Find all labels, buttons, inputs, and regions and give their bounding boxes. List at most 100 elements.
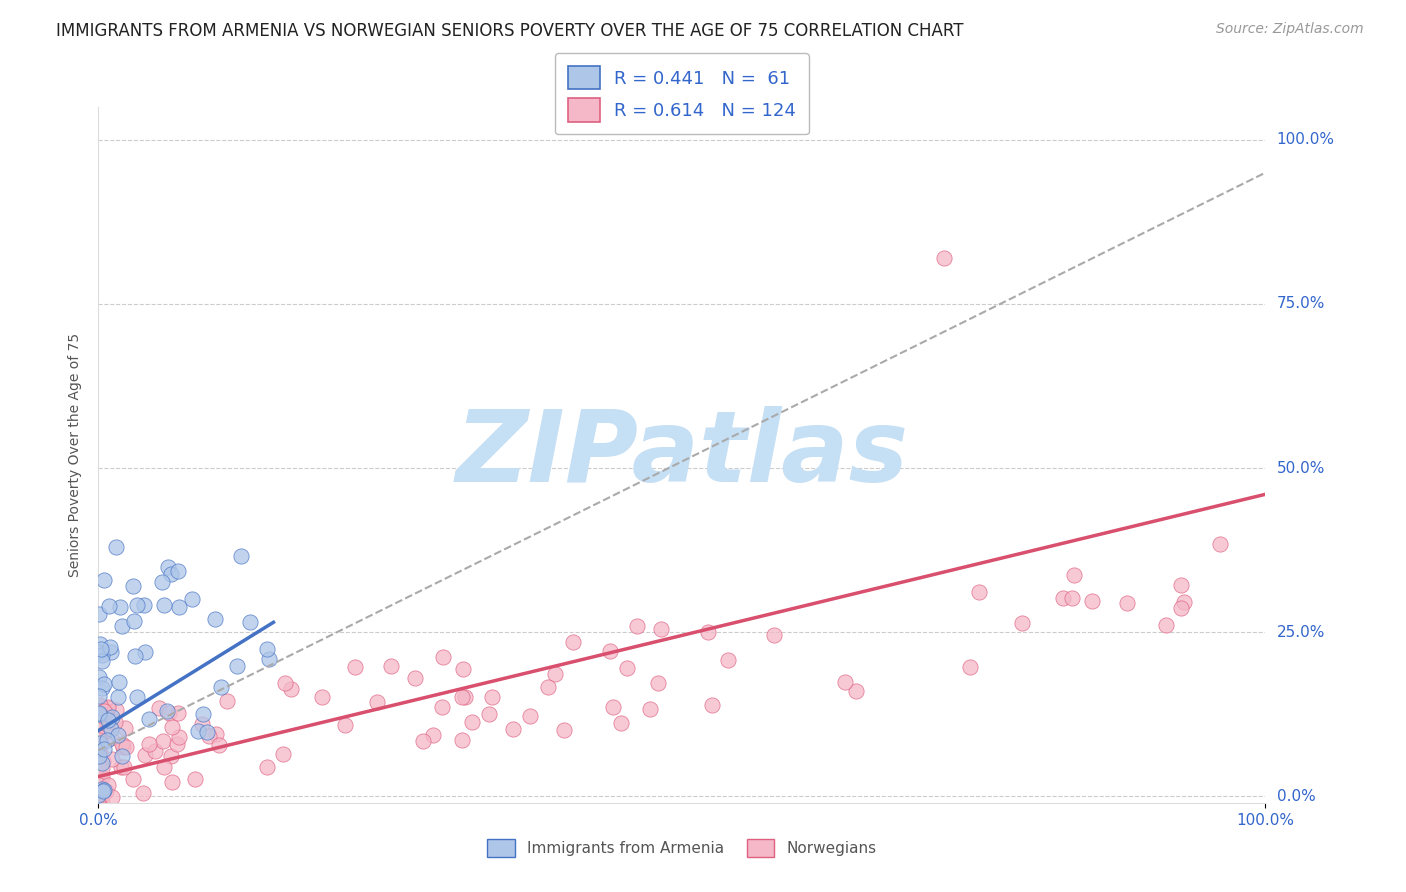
Point	[422, 728, 444, 742]
Point	[105, 703, 128, 717]
Point	[207, 738, 229, 752]
Point	[87, 706, 110, 721]
Point	[335, 718, 357, 732]
Point	[89, 770, 111, 784]
Point	[90, 681, 112, 695]
Point	[702, 698, 724, 712]
Point	[91, 796, 114, 810]
Point	[112, 739, 135, 754]
Point	[97, 700, 120, 714]
Point	[91, 756, 114, 770]
Point	[845, 684, 868, 698]
Point	[87, 794, 110, 808]
Point	[89, 637, 111, 651]
Point	[626, 618, 648, 632]
Point	[138, 712, 160, 726]
Point	[89, 704, 111, 718]
Point	[125, 599, 148, 613]
Point	[97, 713, 120, 727]
Point	[934, 251, 956, 265]
Point	[717, 653, 740, 667]
Point	[180, 592, 202, 607]
Point	[544, 667, 567, 681]
Point	[647, 676, 669, 690]
Point	[184, 772, 207, 786]
Point	[1173, 594, 1195, 608]
Point	[122, 772, 145, 786]
Point	[93, 705, 115, 719]
Text: 25.0%: 25.0%	[1277, 624, 1324, 640]
Point	[197, 729, 219, 743]
Point	[94, 706, 117, 720]
Point	[87, 748, 110, 763]
Point	[451, 690, 474, 704]
Point	[104, 540, 127, 554]
Point	[650, 622, 672, 636]
Point	[87, 715, 110, 730]
Point	[697, 625, 720, 640]
Point	[609, 715, 631, 730]
Point	[239, 615, 262, 629]
Point	[90, 641, 112, 656]
Point	[157, 559, 180, 574]
Point	[537, 681, 560, 695]
Point	[157, 706, 180, 720]
Point	[1116, 596, 1139, 610]
Point	[107, 728, 129, 742]
Point	[87, 796, 110, 810]
Point	[114, 721, 136, 735]
Point	[90, 782, 112, 797]
Point	[134, 747, 156, 762]
Point	[87, 645, 110, 659]
Point	[98, 719, 121, 733]
Point	[111, 618, 134, 632]
Point	[97, 778, 120, 792]
Point	[89, 733, 111, 747]
Point	[834, 675, 856, 690]
Point	[108, 599, 131, 614]
Point	[90, 770, 112, 784]
Text: 0.0%: 0.0%	[1277, 789, 1315, 804]
Point	[271, 747, 294, 761]
Point	[124, 614, 146, 628]
Point	[100, 645, 122, 659]
Point	[1011, 616, 1033, 631]
Point	[87, 759, 110, 773]
Point	[87, 607, 110, 622]
Point	[502, 722, 524, 736]
Point	[159, 566, 181, 581]
Point	[190, 717, 212, 731]
Point	[89, 736, 111, 750]
Point	[432, 650, 454, 665]
Point	[87, 689, 110, 703]
Point	[166, 564, 188, 578]
Point	[91, 722, 114, 736]
Point	[404, 671, 426, 685]
Point	[311, 690, 333, 705]
Point	[160, 775, 183, 789]
Point	[187, 723, 209, 738]
Point	[231, 549, 253, 563]
Point	[107, 690, 129, 704]
Point	[87, 756, 110, 770]
Point	[152, 734, 174, 748]
Point	[100, 731, 122, 745]
Point	[602, 699, 624, 714]
Point	[89, 738, 111, 752]
Point	[167, 599, 190, 614]
Point	[94, 704, 117, 718]
Point	[274, 676, 297, 690]
Point	[101, 790, 124, 805]
Point	[454, 690, 477, 704]
Point	[87, 730, 110, 744]
Point	[97, 599, 120, 613]
Point	[195, 724, 218, 739]
Point	[100, 752, 122, 766]
Point	[1209, 537, 1232, 551]
Point	[89, 699, 111, 714]
Point	[143, 744, 166, 758]
Point	[91, 648, 114, 662]
Point	[89, 698, 111, 712]
Point	[599, 644, 621, 658]
Point	[89, 708, 111, 723]
